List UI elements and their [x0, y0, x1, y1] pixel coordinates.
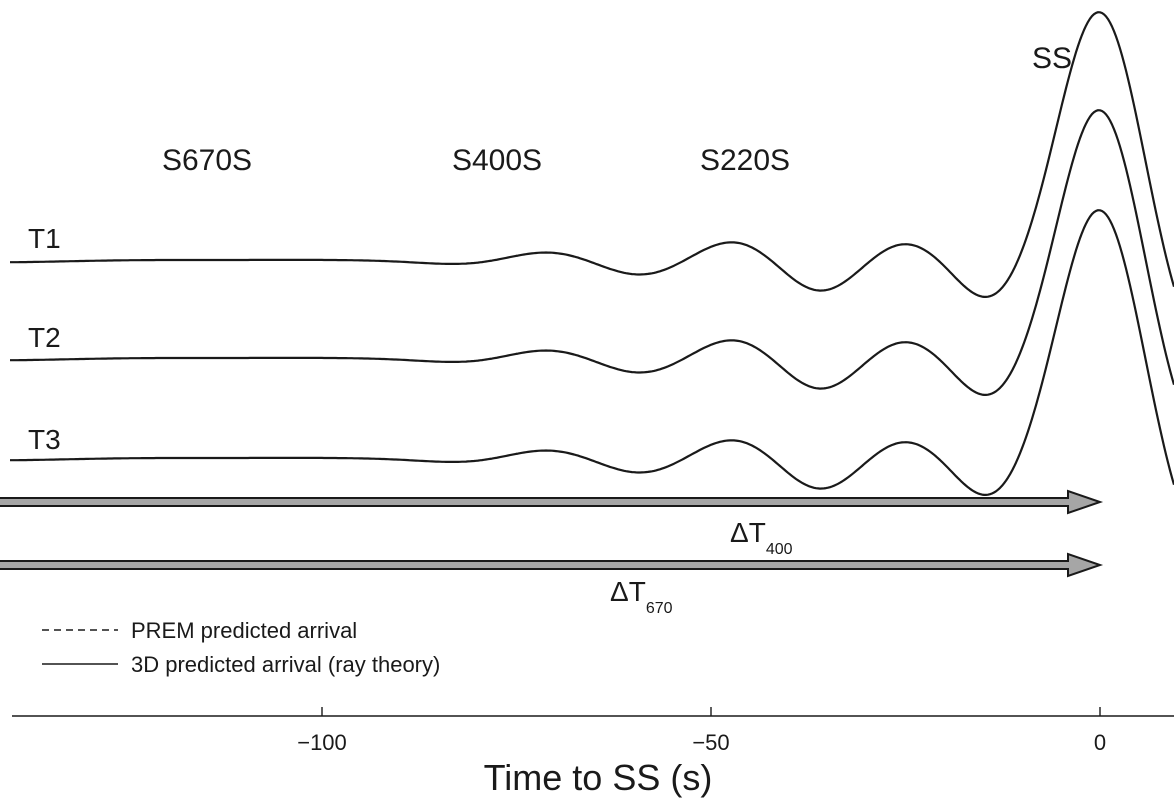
x-axis-title: Time to SS (s): [484, 757, 713, 798]
delta-t400-arrow: [0, 489, 1104, 515]
waveform-trace-3: [10, 209, 1174, 496]
waveform-trace-2: [10, 109, 1174, 396]
trace-label-t2: T2: [28, 322, 61, 353]
phase-label-s670s: S670S: [162, 144, 252, 177]
trace-label-t1: T1: [28, 223, 61, 254]
waveform-trace-1: [10, 11, 1174, 298]
x-axis-ticks: −250−200−150−100−500: [297, 707, 1106, 755]
legend-3d-label: 3D predicted arrival (ray theory): [131, 652, 440, 677]
trace-label-t3: T3: [28, 424, 61, 455]
x-tick-label: 0: [1094, 730, 1106, 755]
phase-label-ss: SS: [1032, 42, 1072, 75]
x-tick-label: −50: [692, 730, 729, 755]
delta-t400-subscript: 400: [766, 541, 793, 558]
delta-t670-arrow: [0, 552, 1104, 578]
delta-t670-label: ΔT670: [610, 576, 673, 617]
legend-prem-label: PREM predicted arrival: [131, 618, 357, 643]
delta-t670-symbol: ΔT: [610, 576, 646, 607]
delta-t400-label: ΔT400: [730, 517, 793, 558]
phase-label-s400s: S400S: [452, 144, 542, 177]
waveform-traces: [10, 11, 1174, 496]
x-tick-label: −100: [297, 730, 347, 755]
delta-t670-subscript: 670: [646, 600, 673, 617]
delta-t-arrows: [0, 489, 1104, 578]
delta-t400-symbol: ΔT: [730, 517, 766, 548]
legend: PREM predicted arrival 3D predicted arri…: [42, 618, 440, 677]
phase-label-s220s: S220S: [700, 144, 790, 177]
